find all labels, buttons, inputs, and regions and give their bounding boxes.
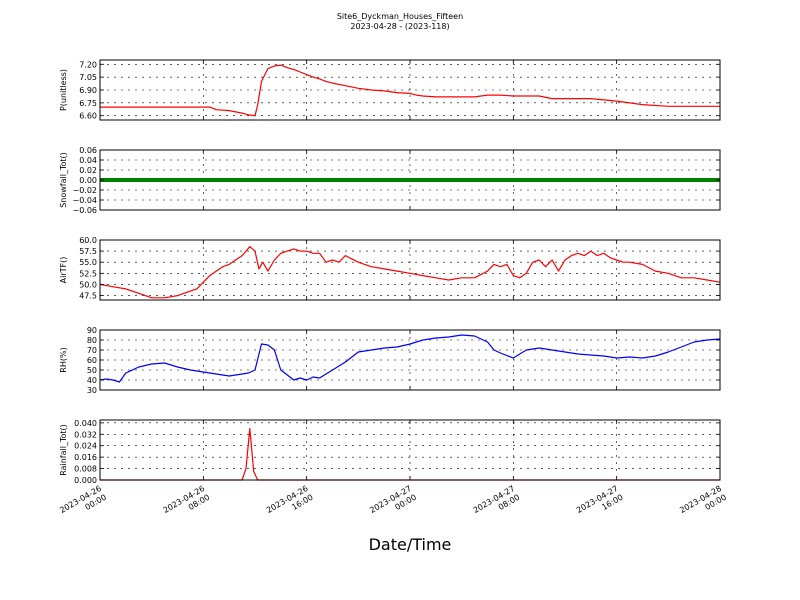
y-tick-label: 0.008 [74, 465, 97, 474]
y-axis-label: Rainfall_Tot() [59, 424, 68, 476]
y-tick-label: 90 [87, 326, 97, 335]
y-tick-label: 6.60 [79, 112, 97, 121]
y-tick-label: 52.5 [79, 269, 97, 278]
x-tick-label: 2023-04-2800:00 [678, 484, 728, 524]
figure-subtitle: 2023-04-28 - (2023-118) [350, 22, 449, 31]
y-tick-label: −0.04 [72, 196, 97, 205]
x-axis-label: Date/Time [369, 535, 452, 554]
series-line-3-1 [99, 246, 721, 299]
y-tick-label: −0.06 [72, 206, 97, 215]
series-line-4-1 [99, 334, 721, 383]
y-tick-label: 0.00 [79, 176, 97, 185]
y-tick-label: 0.024 [74, 442, 97, 451]
x-tick-label: 2023-04-2716:00 [575, 484, 625, 524]
figure-title: Site6_Dyckman_Houses_Fifteen [337, 12, 463, 21]
panel-2: −0.06−0.04−0.020.000.020.040.06 Snowfall_… [59, 146, 721, 215]
x-tick-label: 2023-04-2608:00 [162, 484, 212, 524]
x-tick-label: 2023-04-2616:00 [265, 484, 315, 524]
y-tick-label: 0.000 [74, 476, 97, 485]
y-tick-label: 6.90 [79, 86, 97, 95]
y-tick-label: 30 [87, 386, 97, 395]
y-tick-label: 0.040 [74, 419, 97, 428]
x-tick-label: 2023-04-2708:00 [472, 484, 522, 524]
y-tick-label: 7.05 [79, 73, 97, 82]
y-tick-label: 50 [87, 366, 97, 375]
y-tick-label: 55.0 [79, 258, 97, 267]
y-tick-label: 60.0 [79, 236, 97, 245]
panel-3: 47.5 50.0 52.5 55.0 57.5 60.0 AirTF() [59, 236, 721, 301]
y-tick-label: 57.5 [79, 247, 97, 256]
y-tick-label: 0.02 [79, 166, 97, 175]
y-tick-label: −0.02 [72, 186, 97, 195]
y-tick-label: 80 [87, 336, 97, 345]
x-tick-labels: 2023-04-2600:00 2023-04-2608:00 2023-04-26… [58, 484, 728, 524]
panels: 6.606.756.907.057.20P(unitless)−0.06−0.0… [59, 59, 721, 485]
y-tick-label: 70 [87, 346, 97, 355]
y-tick-label: 60 [87, 356, 97, 365]
y-tick-label: 0.016 [74, 453, 97, 462]
panel-5: 0.000 0.008 0.016 0.024 0.032 0.040 Rainfall_T… [59, 419, 721, 485]
y-axis-label: AirTF() [59, 257, 68, 284]
x-tick-label: 2023-04-2600:00 [58, 484, 108, 524]
y-tick-label: 0.06 [79, 146, 97, 155]
y-axis-label: RH(%) [59, 347, 68, 372]
y-tick-label: 0.032 [74, 430, 97, 439]
panel-1: 6.60 6.75 6.90 7.05 7.20 P(unitless) [59, 59, 721, 121]
y-tick-label: 6.75 [79, 99, 97, 108]
y-tick-label: 40 [87, 376, 97, 385]
y-tick-label: 47.5 [79, 292, 97, 301]
y-axis-label: Snowfall_Tot() [59, 152, 68, 208]
series-line-1-1 [100, 64, 720, 117]
x-tick-label: 2023-04-2700:00 [368, 484, 418, 524]
series-line-5-1 [100, 428, 720, 481]
y-tick-label: 50.0 [79, 280, 97, 289]
y-tick-label: 7.20 [79, 60, 97, 69]
y-tick-label: 0.04 [79, 156, 97, 165]
y-axis-label: P(unitless) [59, 69, 68, 111]
